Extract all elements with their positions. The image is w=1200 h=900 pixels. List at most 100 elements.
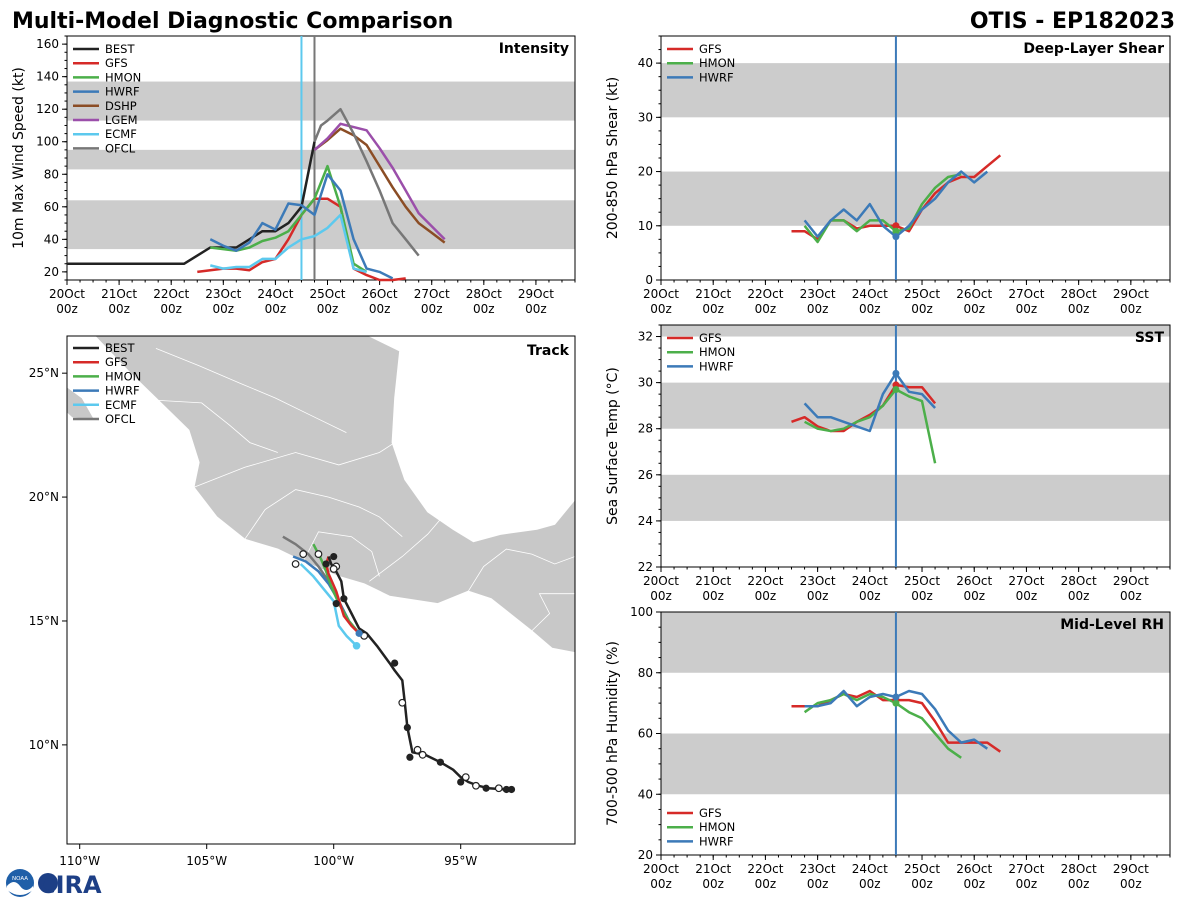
- track-marker-filled: [403, 723, 411, 732]
- rh-xtick-label: 22Oct: [747, 862, 783, 876]
- sst-xtick-label: 00z: [755, 589, 777, 603]
- sst-xtick-label: 00z: [702, 589, 724, 603]
- track-marker-hollow: [398, 698, 407, 707]
- track-marker-hollow: [299, 550, 308, 558]
- intensity-xtick-label: 00z: [317, 302, 339, 316]
- rh-ytick-label: 80: [638, 666, 653, 680]
- rh-xtick-label: 00z: [911, 877, 933, 891]
- intensity-legend-label: HWRF: [105, 85, 140, 99]
- track-marker-filled: [322, 560, 330, 568]
- track-legend-label: OFCL: [105, 412, 136, 426]
- shear-xtick-label: 24Oct: [852, 287, 888, 301]
- shear-xtick-label: 00z: [1068, 302, 1090, 316]
- track-ytick-label: 10°N: [29, 738, 59, 752]
- intensity-panel: 2040608010012014016020Oct00z21Oct00z22Oc…: [11, 35, 576, 316]
- intensity-series-dshp: [313, 127, 446, 244]
- sst-series-hwrf: [803, 372, 937, 433]
- shear-legend-label: HWRF: [699, 70, 734, 84]
- sst-xtick-label: 25Oct: [904, 574, 940, 588]
- intensity-xtick-label: 00z: [525, 302, 547, 316]
- track-marker-hollow: [461, 773, 470, 781]
- track-marker-ecmf: [352, 641, 361, 650]
- rh-xtick-label: 21Oct: [695, 862, 731, 876]
- rh-xtick-label: 25Oct: [904, 862, 940, 876]
- track-marker-filled: [391, 659, 399, 667]
- intensity-xtick-label: 00z: [108, 302, 130, 316]
- shear-xtick-label: 00z: [702, 302, 724, 316]
- track-legend-label: ECMF: [105, 398, 137, 412]
- sst-marker-hwrf: [892, 369, 900, 377]
- track-marker-filled: [502, 785, 511, 794]
- shear-xtick-label: 23Oct: [800, 287, 836, 301]
- track-ytick-label: 20°N: [29, 490, 59, 504]
- shear-band: [661, 63, 1170, 118]
- sst-xtick-label: 00z: [859, 589, 881, 603]
- state-border: [302, 531, 380, 577]
- intensity-xtick-label: 28Oct: [466, 287, 502, 301]
- shear-xtick-label: 00z: [1016, 302, 1038, 316]
- intensity-legend-label: DSHP: [105, 99, 137, 113]
- intensity-legend-label: OFCL: [105, 141, 136, 155]
- sst-xtick-label: 24Oct: [852, 574, 888, 588]
- cira-globe-icon: [38, 873, 58, 893]
- sst-frame: [660, 324, 1171, 568]
- sst-xtick-label: 20Oct: [643, 574, 679, 588]
- sst-ytick-label: 24: [638, 514, 653, 528]
- track-legend-label: HMON: [105, 369, 141, 383]
- intensity-legend-label: GFS: [105, 56, 128, 70]
- intensity-xtick-label: 24Oct: [257, 287, 293, 301]
- sst-xtick-label: 28Oct: [1061, 574, 1097, 588]
- shear-xtick-label: 26Oct: [956, 287, 992, 301]
- track-ytick-label: 15°N: [29, 614, 59, 628]
- track-marker-filled: [436, 758, 444, 766]
- mexico-land: [94, 336, 575, 654]
- intensity-xtick-label: 00z: [473, 302, 495, 316]
- intensity-band: [67, 200, 575, 250]
- sst-xtick-label: 00z: [963, 589, 985, 603]
- intensity-ytick-label: 160: [36, 37, 59, 51]
- rh-legend-label: GFS: [699, 806, 722, 820]
- rh-xtick-label: 00z: [1016, 877, 1038, 891]
- intensity-xtick-label: 22Oct: [153, 287, 189, 301]
- intensity-band: [67, 81, 575, 121]
- shear-xtick-label: 27Oct: [1008, 287, 1044, 301]
- sst-band: [661, 474, 1170, 521]
- intensity-ylabel: 10m Max Wind Speed (kt): [11, 67, 27, 249]
- sst-xtick-label: 22Oct: [747, 574, 783, 588]
- shear-panel: 01020304020Oct00z21Oct00z22Oct00z23Oct00…: [605, 35, 1171, 316]
- track-marker-filled: [330, 552, 338, 561]
- track-frame: [66, 335, 576, 845]
- rh-band: [661, 612, 1170, 673]
- track-marker-hollow: [494, 784, 503, 793]
- shear-xtick-label: 00z: [911, 302, 933, 316]
- shear-xtick-label: 00z: [963, 302, 985, 316]
- intensity-legend-label: HMON: [105, 70, 141, 84]
- track-marker-filled: [406, 753, 414, 761]
- track-panel: 110°W 105°W 100°W 95°W 10°N 15°N 20°N 25°N Track…: [29, 335, 576, 868]
- sst-series-hmon: [804, 388, 937, 464]
- intensity-xtick-label: 29Oct: [518, 287, 554, 301]
- sst-band: [661, 382, 1170, 429]
- shear-xtick-label: 21Oct: [695, 287, 731, 301]
- intensity-band: [67, 149, 575, 170]
- track-xtick-label: 110°W: [59, 854, 100, 868]
- shear-xtick-label: 25Oct: [904, 287, 940, 301]
- track-legend-label: GFS: [105, 355, 128, 369]
- intensity-ytick-label: 140: [36, 70, 59, 84]
- sst-xtick-label: 00z: [1120, 589, 1142, 603]
- figure-title: Multi-Model Diagnostic Comparison: [12, 9, 453, 34]
- sst-xtick-label: 00z: [1068, 589, 1090, 603]
- rh-xtick-label: 28Oct: [1061, 862, 1097, 876]
- shear-xtick-label: 00z: [650, 302, 672, 316]
- intensity-ytick-label: 40: [44, 232, 59, 246]
- sst-xtick-label: 26Oct: [956, 574, 992, 588]
- shear-xtick-label: 00z: [1120, 302, 1142, 316]
- shear-ytick-label: 10: [638, 219, 653, 233]
- cira-logo-text: CIRA: [38, 871, 102, 899]
- rh-xtick-label: 00z: [859, 877, 881, 891]
- shear-marker-gfs: [892, 222, 900, 230]
- intensity-legend-label: ECMF: [105, 127, 137, 141]
- rh-band: [661, 733, 1170, 795]
- track-marker-filled: [340, 595, 348, 603]
